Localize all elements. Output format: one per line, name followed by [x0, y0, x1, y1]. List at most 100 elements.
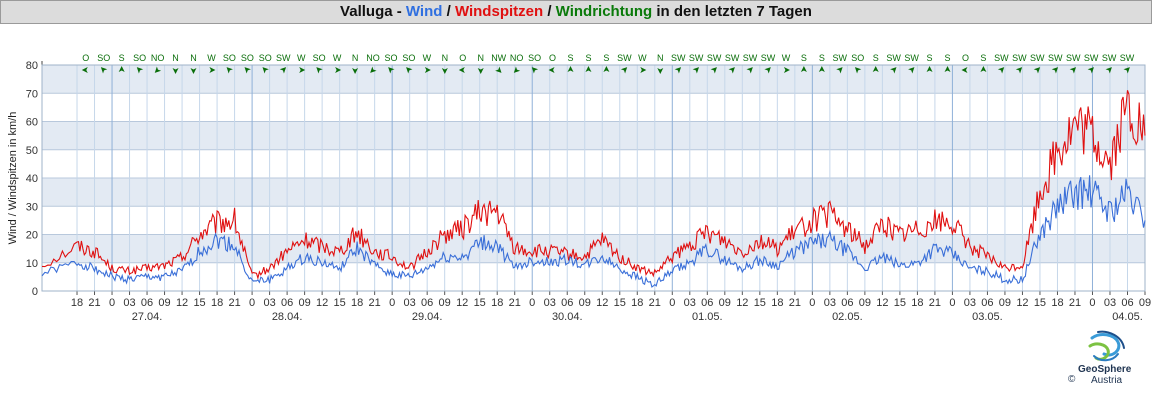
- direction-arrow-icon: [209, 67, 216, 73]
- direction-label: SW: [671, 53, 686, 63]
- x-hour-label: 0: [1089, 297, 1095, 309]
- direction-label: NO: [151, 53, 165, 63]
- direction-label: NW: [491, 53, 506, 63]
- direction-label: SW: [1012, 53, 1027, 63]
- direction-label: SO: [259, 53, 272, 63]
- direction-label: W: [638, 53, 647, 63]
- x-hour-label: 09: [1139, 297, 1151, 309]
- x-hour-label: 06: [281, 297, 293, 309]
- direction-label: SW: [1120, 53, 1135, 63]
- x-hour-label: 0: [809, 297, 815, 309]
- direction-arrow-icon: [640, 67, 647, 73]
- direction-arrow-icon: [567, 66, 574, 72]
- direction-arrow-icon: [406, 67, 413, 74]
- direction-label: SO: [313, 53, 326, 63]
- geosphere-logo-icon: [1088, 330, 1125, 362]
- direction-label: SW: [1084, 53, 1099, 63]
- direction-label: N: [442, 53, 449, 63]
- direction-label: NO: [366, 53, 380, 63]
- x-hour-label: 0: [109, 297, 115, 309]
- x-hour-label: 12: [1016, 297, 1028, 309]
- x-hour-label: 15: [193, 297, 205, 309]
- copyright-mark: ©: [1068, 374, 1076, 385]
- y-tick-label: 50: [26, 145, 38, 157]
- x-date-label: 30.04.: [552, 311, 583, 323]
- direction-arrow-icon: [81, 67, 88, 73]
- direction-arrow-icon: [172, 68, 179, 74]
- y-tick-label: 30: [26, 201, 38, 213]
- x-hour-label: 0: [249, 297, 255, 309]
- x-hour-label: 03: [544, 297, 556, 309]
- direction-label: SW: [833, 53, 848, 63]
- direction-arrow-icon: [190, 68, 197, 74]
- x-hour-label: 03: [123, 297, 135, 309]
- direction-label: SW: [1048, 53, 1063, 63]
- direction-label: W: [782, 53, 791, 63]
- direction-label: N: [352, 53, 359, 63]
- x-hour-label: 09: [298, 297, 310, 309]
- direction-arrow-icon: [424, 67, 431, 73]
- x-hour-label: 09: [579, 297, 591, 309]
- x-hour-label: 12: [176, 297, 188, 309]
- x-hour-label: 06: [561, 297, 573, 309]
- direction-arrow-icon: [980, 66, 987, 72]
- direction-arrow-icon: [279, 67, 287, 74]
- x-hour-label: 18: [911, 297, 923, 309]
- x-hour-label: 18: [631, 297, 643, 309]
- y-tick-label: 40: [26, 173, 38, 185]
- x-hour-label: 12: [456, 297, 468, 309]
- title-part-5: Windrichtung: [555, 3, 653, 20]
- y-axis-label: Wind / Windspitzen in km/h: [7, 112, 19, 245]
- x-hour-label: 15: [614, 297, 626, 309]
- x-hour-label: 21: [1069, 297, 1081, 309]
- direction-label: W: [297, 53, 306, 63]
- x-hour-label: 03: [263, 297, 275, 309]
- direction-label: N: [477, 53, 484, 63]
- grid-band: [42, 121, 1145, 150]
- grid-band: [42, 178, 1145, 207]
- direction-label: W: [333, 53, 342, 63]
- x-hour-label: 06: [841, 297, 853, 309]
- direction-arrow-icon: [961, 67, 968, 73]
- x-hour-label: 12: [876, 297, 888, 309]
- chart-title: Valluga - Wind / Windspitzen / Windricht…: [0, 0, 1152, 24]
- x-hour-label: 03: [964, 297, 976, 309]
- x-hour-label: 03: [1104, 297, 1116, 309]
- x-hour-label: 09: [999, 297, 1011, 309]
- direction-label: SO: [384, 53, 397, 63]
- x-hour-label: 18: [771, 297, 783, 309]
- direction-label: W: [423, 53, 432, 63]
- grid-band: [42, 65, 1145, 94]
- plot-frame: [41, 64, 1146, 292]
- direction-label: SO: [97, 53, 110, 63]
- direction-arrow-icon: [944, 66, 951, 72]
- x-hour-label: 18: [211, 297, 223, 309]
- direction-label: S: [567, 53, 573, 63]
- logo-name: GeoSphere: [1078, 364, 1132, 375]
- x-date-label: 29.04.: [412, 311, 443, 323]
- direction-arrow-icon: [388, 67, 395, 74]
- direction-label: SW: [725, 53, 740, 63]
- direction-arrow-icon: [458, 67, 465, 73]
- x-hour-label: 15: [1034, 297, 1046, 309]
- direction-arrow-icon: [495, 66, 502, 73]
- direction-label: N: [172, 53, 179, 63]
- direction-label: SW: [1030, 53, 1045, 63]
- x-date-label: 02.05.: [832, 311, 863, 323]
- direction-label: SO: [223, 53, 236, 63]
- direction-arrow-icon: [441, 68, 448, 74]
- direction-arrow-icon: [352, 68, 359, 74]
- x-date-label: 01.05.: [692, 311, 723, 323]
- direction-label: SW: [761, 53, 776, 63]
- x-hour-label: 0: [669, 297, 675, 309]
- direction-arrow-icon: [316, 67, 323, 74]
- x-hour-label: 06: [1121, 297, 1133, 309]
- direction-label: N: [190, 53, 197, 63]
- y-tick-label: 60: [26, 117, 38, 129]
- direction-label: S: [119, 53, 125, 63]
- direction-label: SW: [904, 53, 919, 63]
- direction-label: O: [549, 53, 556, 63]
- x-hour-label: 18: [71, 297, 83, 309]
- direction-arrow-icon: [657, 68, 664, 74]
